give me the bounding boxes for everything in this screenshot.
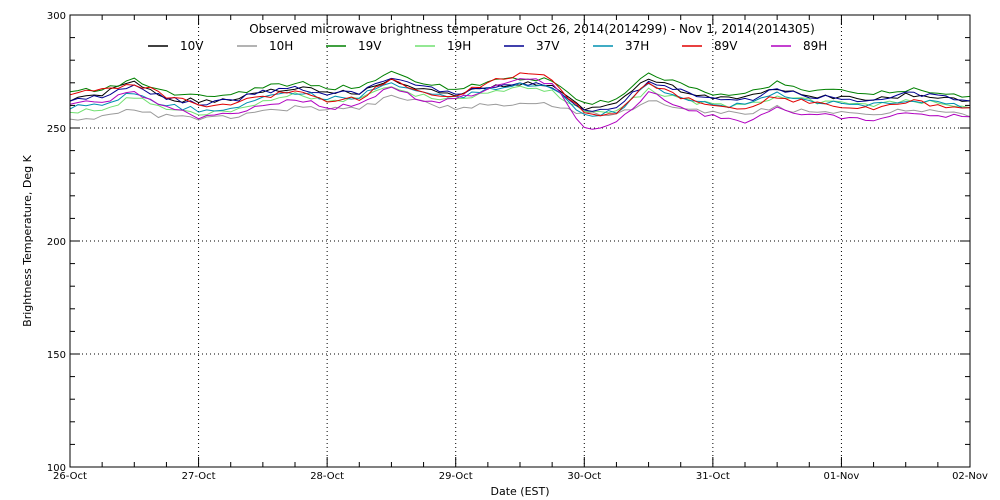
y-tick-label: 100 — [47, 463, 66, 474]
x-tick-label: 28-Oct — [310, 471, 344, 482]
x-axis-label: Date (EST) — [490, 485, 549, 498]
series-line-89v — [69, 72, 971, 117]
x-tick-label: 02-Nov — [952, 471, 988, 482]
y-tick-label: 300 — [47, 11, 66, 22]
legend-label: 37H — [625, 39, 649, 53]
series-line-19v — [69, 70, 971, 105]
series-lines — [69, 70, 971, 130]
x-tick-label: 31-Oct — [696, 471, 730, 482]
legend-label: 10H — [269, 39, 293, 53]
legend-label: 37V — [536, 39, 560, 53]
y-axis-label: Brightness Temperature, Deg K — [21, 154, 34, 326]
legend-label: 10V — [180, 39, 204, 53]
legend-label: 89H — [803, 39, 827, 53]
legend-label: 19V — [358, 39, 382, 53]
legend-label: 89V — [714, 39, 738, 53]
chart-title: Observed microwave brightness temperatur… — [249, 22, 815, 36]
x-tick-label: 27-Oct — [182, 471, 216, 482]
series-line-37h — [69, 82, 971, 117]
y-tick-label: 200 — [47, 237, 66, 248]
x-tick-label: 29-Oct — [439, 471, 473, 482]
series-line-10h — [69, 94, 971, 121]
x-tick-label: 26-Oct — [53, 471, 87, 482]
axis-ticks: 100 150 200 250 300 26-Oct 27-Oct 28-Oct 29-Oct 3… — [47, 11, 988, 482]
y-tick-label: 250 — [47, 124, 66, 135]
legend: 10V 10H 19V 19H 37V 37H 89V 89H — [148, 39, 827, 53]
y-tick-label: 150 — [47, 350, 66, 361]
series-line-89h — [69, 78, 971, 130]
x-tick-label: 30-Oct — [567, 471, 601, 482]
grid — [70, 15, 970, 467]
legend-label: 19H — [447, 39, 471, 53]
x-tick-label: 01-Nov — [823, 471, 859, 482]
